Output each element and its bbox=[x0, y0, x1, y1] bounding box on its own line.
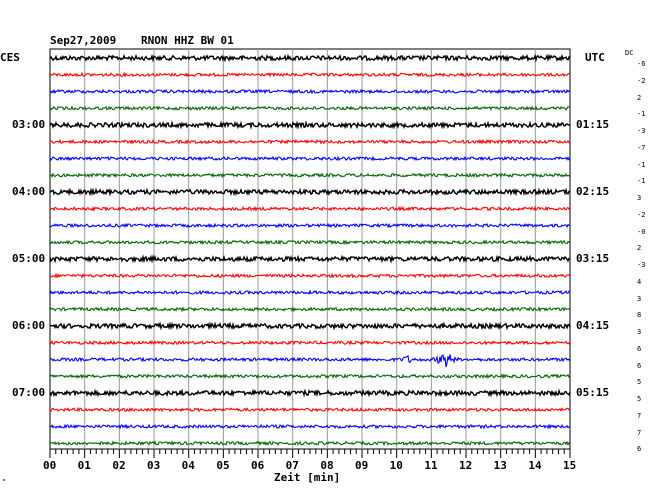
x-tick-label: 05 bbox=[216, 459, 230, 472]
trace-row-1 bbox=[49, 71, 571, 78]
dc-offset-label: 3 bbox=[637, 328, 642, 336]
trace-row-3 bbox=[49, 105, 571, 112]
x-tick-label: 01 bbox=[77, 459, 91, 472]
dc-offset-label: 7 bbox=[637, 411, 642, 420]
dc-offset-label: -7 bbox=[637, 143, 646, 152]
x-tick-label: 02 bbox=[112, 459, 126, 472]
left-time-label: 03:00 bbox=[12, 118, 46, 131]
right-time-label: 05:15 bbox=[576, 386, 610, 399]
trace-row-6 bbox=[49, 155, 571, 162]
right-zone-label: UTC bbox=[585, 51, 605, 64]
x-tick-label: 11 bbox=[424, 459, 438, 472]
trace-row-16 bbox=[49, 321, 571, 331]
corner-mark: " bbox=[2, 478, 7, 486]
trace-row-21 bbox=[49, 406, 571, 413]
left-zone-label: CES bbox=[0, 51, 20, 64]
dc-offset-label: 3 bbox=[637, 294, 642, 303]
dc-offset-label: 8 bbox=[637, 311, 642, 320]
left-time-label: 05:00 bbox=[12, 252, 46, 265]
dc-offset-label: -6 bbox=[637, 60, 646, 68]
right-time-label: 04:15 bbox=[576, 319, 610, 332]
dc-offset-label: 5 bbox=[637, 378, 642, 387]
x-tick-label: 13 bbox=[493, 459, 507, 472]
trace-row-12 bbox=[49, 254, 571, 264]
right-time-label: 02:15 bbox=[576, 185, 610, 198]
dc-offset-label: 4 bbox=[637, 277, 642, 286]
dc-offset-label: -3 bbox=[637, 127, 646, 135]
x-axis-label: Zeit [min] bbox=[274, 471, 341, 484]
trace-row-13 bbox=[49, 272, 571, 279]
left-time-label: 06:00 bbox=[12, 319, 46, 332]
left-time-label: 04:00 bbox=[12, 185, 46, 198]
dc-offset-label: -2 bbox=[637, 76, 646, 85]
trace-row-2 bbox=[49, 88, 571, 95]
dc-offset-label: -1 bbox=[637, 177, 646, 186]
dc-offset-label: -3 bbox=[637, 261, 646, 269]
dc-offset-label: 2 bbox=[637, 93, 642, 102]
right-time-label: 01:15 bbox=[576, 118, 610, 131]
trace-row-0 bbox=[49, 53, 571, 63]
dc-offset-label: -1 bbox=[637, 160, 646, 169]
station-label: RNON HHZ BW 01 bbox=[141, 34, 234, 47]
trace-row-18 bbox=[49, 354, 571, 368]
trace-row-22 bbox=[49, 423, 571, 430]
trace-row-7 bbox=[49, 172, 571, 179]
trace-row-14 bbox=[49, 289, 571, 296]
dc-offset-label: 2 bbox=[637, 244, 642, 253]
dc-offset-label: 3 bbox=[637, 194, 642, 202]
trace-row-8 bbox=[49, 187, 571, 197]
left-time-label: 07:00 bbox=[12, 386, 46, 399]
trace-row-20 bbox=[49, 388, 571, 398]
trace-row-15 bbox=[49, 306, 571, 313]
right-time-label: 03:15 bbox=[576, 252, 610, 265]
x-tick-label: 14 bbox=[528, 459, 542, 472]
trace-row-4 bbox=[49, 120, 571, 130]
dc-offset-label: -1 bbox=[637, 110, 646, 119]
dc-offset-label: 6 bbox=[637, 344, 642, 353]
x-tick-label: 03 bbox=[147, 459, 161, 472]
dc-offset-label: 7 bbox=[637, 428, 642, 437]
x-tick-label: 00 bbox=[43, 459, 57, 472]
x-tick-label: 10 bbox=[389, 459, 403, 472]
trace-row-23 bbox=[49, 440, 571, 447]
x-tick-label: 15 bbox=[563, 459, 577, 472]
date-label: Sep27,2009 bbox=[50, 34, 117, 47]
trace-row-17 bbox=[49, 339, 571, 346]
trace-row-11 bbox=[49, 239, 571, 246]
x-tick-label: 04 bbox=[181, 459, 195, 472]
trace-row-9 bbox=[49, 205, 571, 212]
dc-offset-label: 6 bbox=[637, 445, 642, 454]
trace-row-19 bbox=[49, 373, 571, 380]
dc-offset-label: -2 bbox=[637, 210, 646, 219]
x-tick-label: 06 bbox=[251, 459, 265, 472]
dc-header-label: DC bbox=[625, 49, 634, 57]
x-tick-label: 07 bbox=[285, 459, 299, 472]
trace-row-5 bbox=[49, 138, 571, 145]
dc-offset-label: 5 bbox=[637, 395, 642, 403]
x-tick-label: 08 bbox=[320, 459, 334, 472]
dc-offset-label: 6 bbox=[637, 361, 642, 370]
x-tick-label: 12 bbox=[459, 459, 473, 472]
x-tick-label: 09 bbox=[355, 459, 369, 472]
trace-row-10 bbox=[49, 222, 571, 229]
dc-offset-label: -0 bbox=[637, 227, 646, 236]
